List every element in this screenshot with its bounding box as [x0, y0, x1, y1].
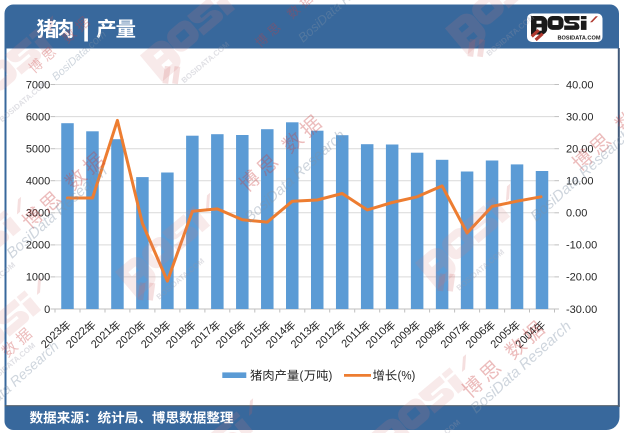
svg-text:40.00: 40.00 — [566, 79, 594, 91]
svg-text:4000: 4000 — [26, 176, 50, 188]
svg-text:-20.00: -20.00 — [566, 272, 597, 284]
svg-text:3000: 3000 — [26, 208, 50, 220]
svg-text:BOSIDATA.COM: BOSIDATA.COM — [558, 35, 601, 41]
svg-text:0.00: 0.00 — [566, 208, 587, 220]
svg-text:(: ( — [300, 371, 304, 383]
svg-text:-10.00: -10.00 — [566, 240, 597, 252]
svg-text:7000: 7000 — [26, 79, 50, 91]
svg-text:1000: 1000 — [26, 272, 50, 284]
svg-text:10.00: 10.00 — [566, 176, 594, 188]
svg-text:0: 0 — [44, 304, 50, 316]
svg-text:30.00: 30.00 — [566, 111, 594, 123]
svg-text:6000: 6000 — [26, 111, 50, 123]
svg-text:5000: 5000 — [26, 144, 50, 156]
svg-text:20.00: 20.00 — [566, 144, 594, 156]
svg-text:-30.00: -30.00 — [566, 304, 597, 316]
svg-text:(%): (%) — [398, 371, 416, 383]
svg-text:2000: 2000 — [26, 240, 50, 252]
svg-text:): ) — [329, 371, 333, 383]
